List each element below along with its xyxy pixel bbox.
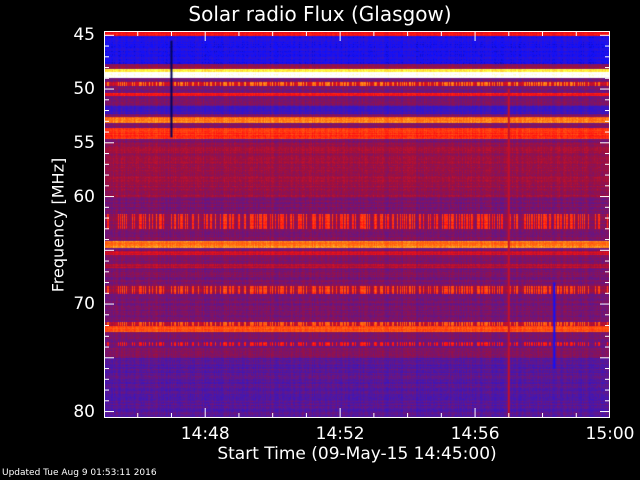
plot-frame (104, 31, 610, 418)
y-tick-label: 60 (73, 186, 95, 207)
x-tick-label: 14:56 (450, 424, 500, 444)
y-axis-label: Frequency [MHz] (48, 157, 68, 293)
y-tick-label: 45 (73, 25, 95, 46)
chart-title: Solar radio Flux (Glasgow) (188, 2, 452, 26)
x-tick-label: 15:00 (585, 424, 635, 444)
x-axis-label: Start Time (09-May-15 14:45:00) (217, 444, 497, 464)
updated-timestamp: Updated Tue Aug 9 01:53:11 2016 (2, 468, 157, 478)
plot-border (104, 31, 610, 418)
x-tick-label: 14:48 (180, 424, 230, 444)
y-tick-label: 55 (73, 132, 95, 153)
y-tick-label: 70 (73, 294, 95, 315)
spectrogram-heatmap (104, 31, 610, 418)
y-tick-label: 80 (73, 401, 95, 422)
x-tick-label: 14:52 (315, 424, 365, 444)
y-tick-label: 50 (73, 79, 95, 100)
spectrogram-plot (104, 31, 610, 418)
